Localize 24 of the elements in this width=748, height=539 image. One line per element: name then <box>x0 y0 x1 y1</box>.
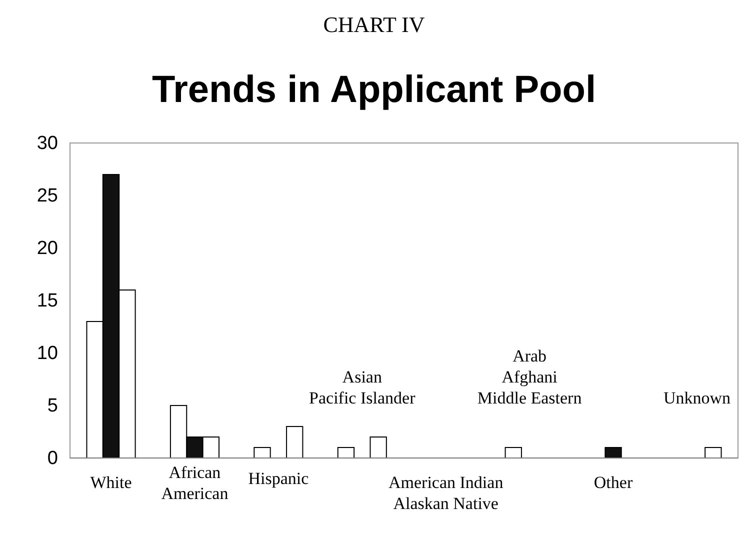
y-tick-label: 15 <box>36 290 58 312</box>
bar <box>504 447 522 458</box>
bar <box>604 447 622 458</box>
x-tick-label: African American <box>161 463 229 503</box>
x-tick-label: Other <box>594 473 633 492</box>
y-tick-label: 10 <box>36 343 58 364</box>
chart-subtitle: Trends in Applicant Pool <box>152 69 596 111</box>
y-tick-label: 20 <box>36 238 58 260</box>
x-tick-label: American Indian Alaskan Native <box>388 473 504 513</box>
x-tick-label: Hispanic <box>248 469 310 488</box>
x-tick-label: Arab Afghani Middle Eastern <box>477 346 582 408</box>
bar <box>337 447 355 458</box>
y-tick-label: 25 <box>36 186 58 207</box>
y-tick-label: 30 <box>36 133 58 154</box>
chart-title: CHART IV <box>323 12 425 37</box>
bar <box>704 447 722 458</box>
x-tick-label: Asian Pacific Islander <box>309 367 416 408</box>
y-tick-label: 0 <box>47 448 58 470</box>
y-tick-label: 5 <box>47 396 58 417</box>
x-tick-label: Unknown <box>663 388 732 408</box>
bar <box>286 426 304 458</box>
x-tick-label: White <box>90 473 132 492</box>
bar <box>254 447 271 458</box>
bar <box>370 436 387 458</box>
